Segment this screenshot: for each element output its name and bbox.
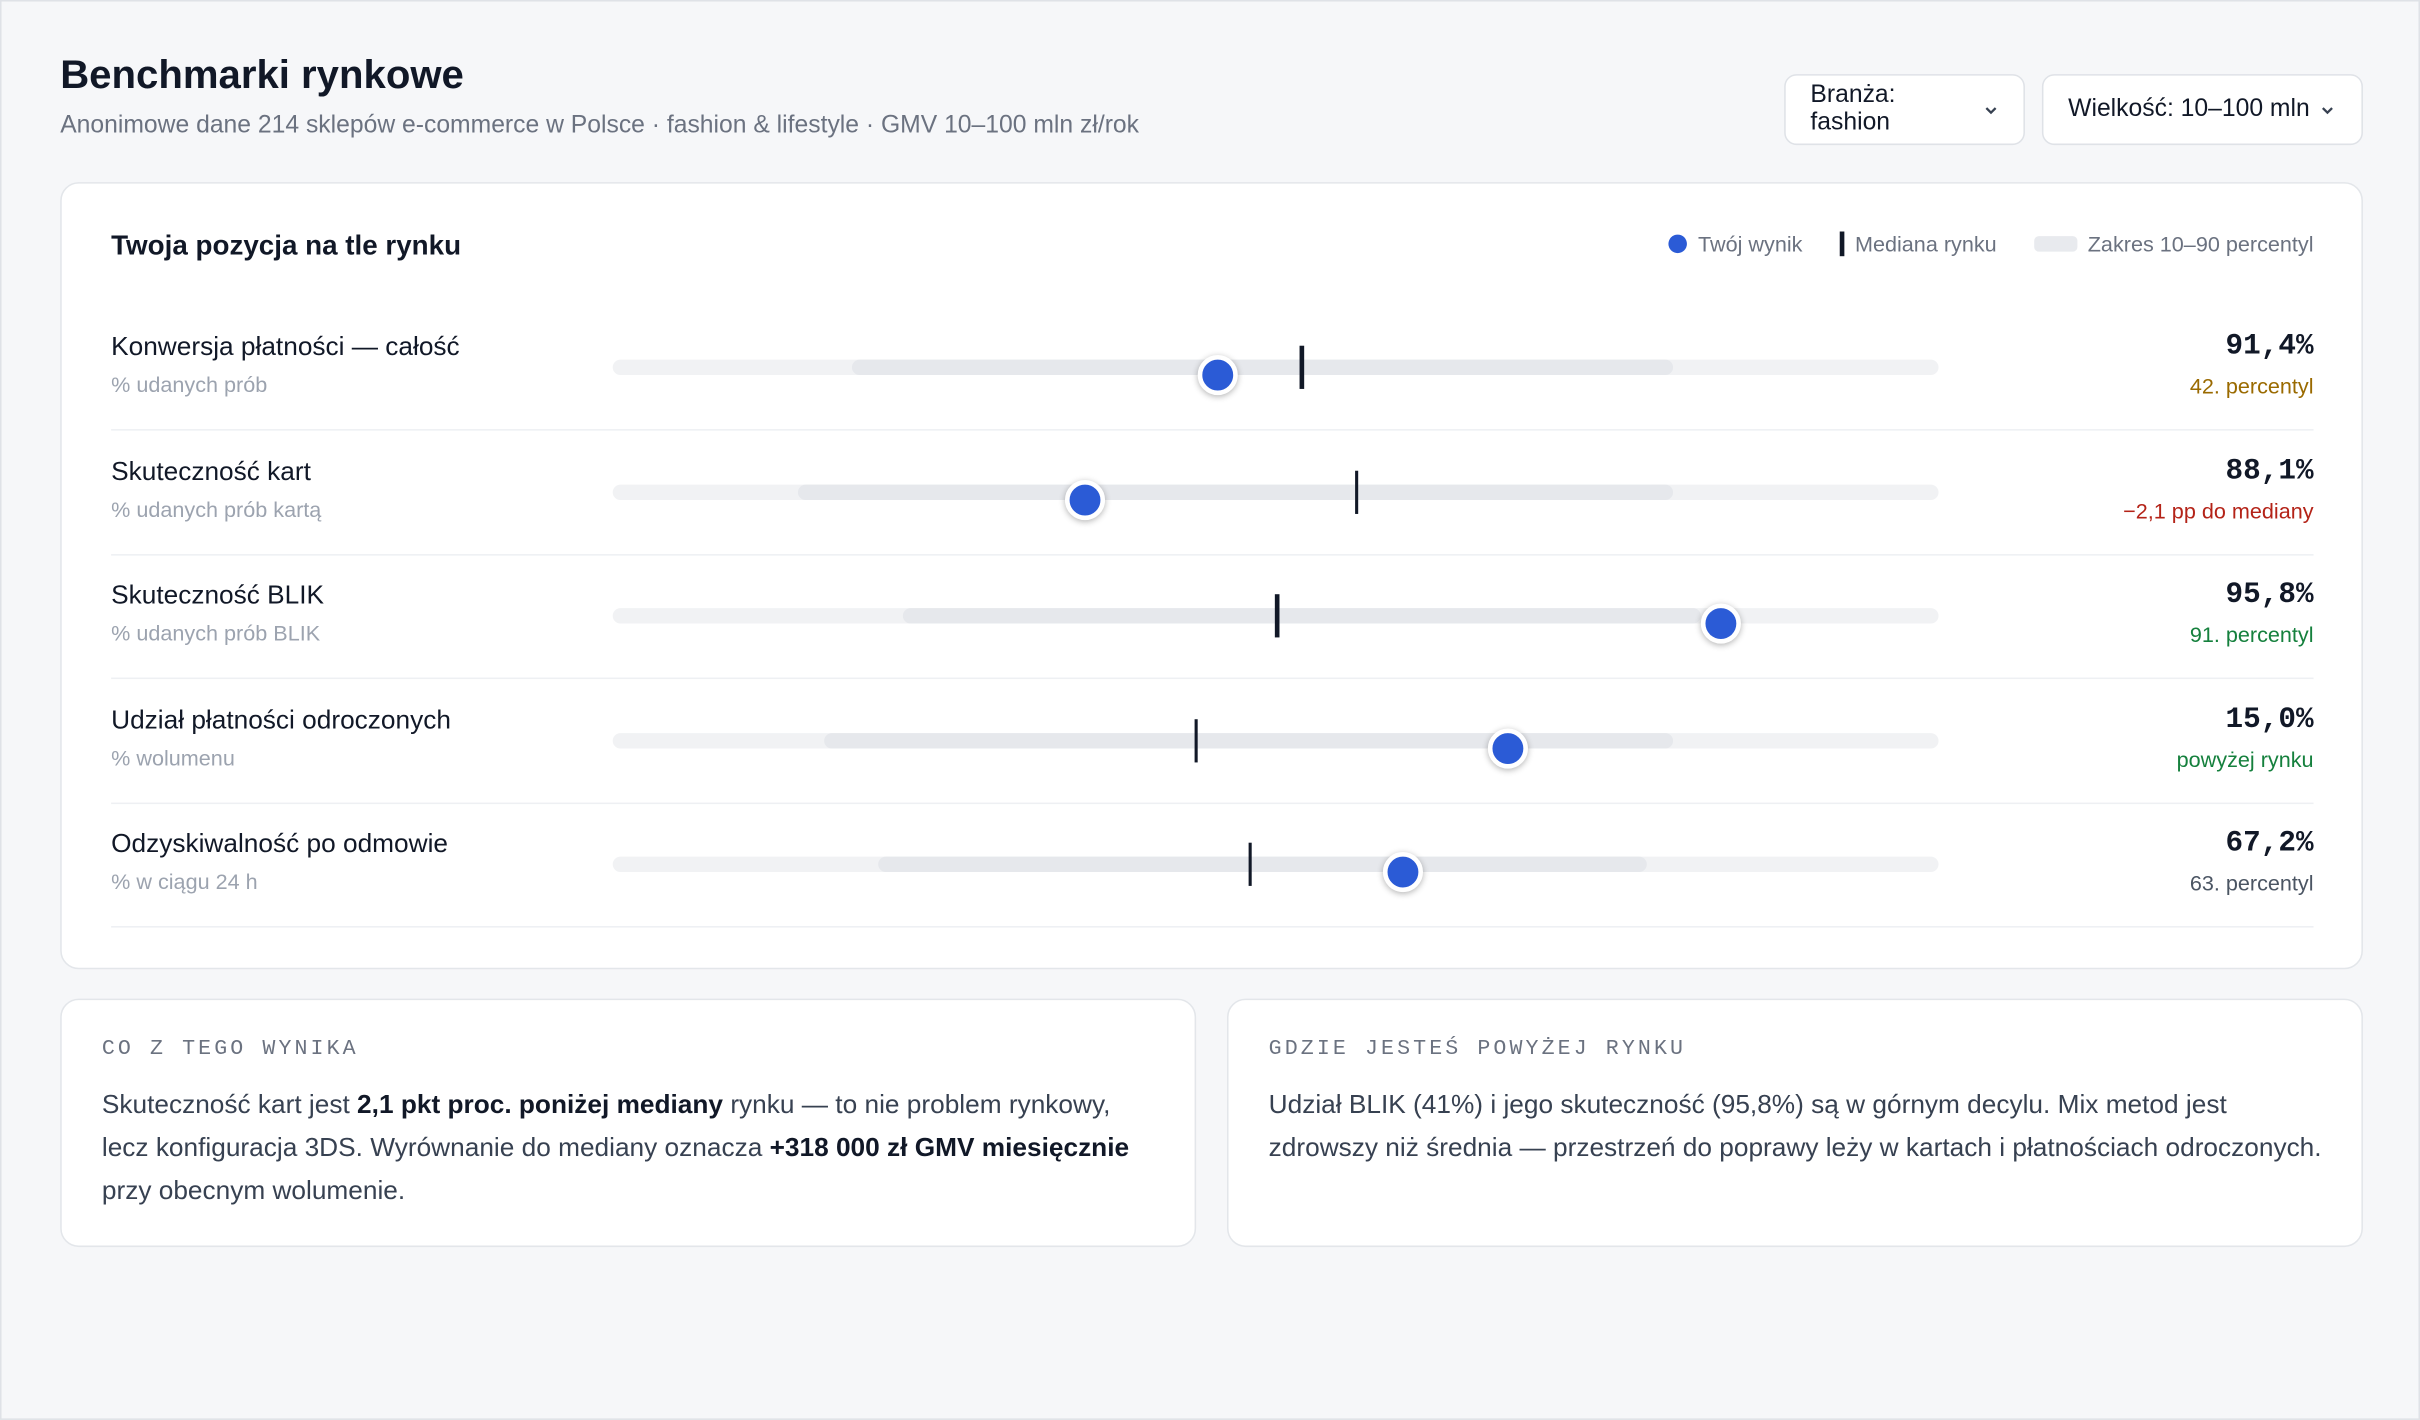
- metric-note: −2,1 pp do mediany: [2123, 497, 2314, 523]
- metric-note: powyżej rynku: [2176, 746, 2314, 771]
- insight-heading: CO Z TEGO WYNIKA: [101, 1037, 359, 1062]
- page-title: Benchmarki rynkowe: [60, 50, 464, 98]
- legend-swatch: [1668, 234, 1688, 254]
- metric-value: 67,2%: [2225, 825, 2314, 860]
- metric-name: Konwersja płatności — całość: [111, 331, 460, 362]
- score-dot: [1197, 354, 1238, 396]
- metric-unit: % udanych prób BLIK: [111, 620, 321, 646]
- insight-card: CO Z TEGO WYNIKA Skuteczność kart jest 2,…: [60, 998, 1197, 1248]
- metric-note: 63. percentyl: [2189, 870, 2314, 896]
- insight-text: Skuteczność kart jest 2,1 pkt proc. poni…: [102, 1083, 1158, 1213]
- score-dot: [1700, 603, 1742, 644]
- insight-card: GDZIE JESTEŚ POWYŻEJ RYNKU Udział BLIK (4…: [1227, 998, 2363, 1248]
- metric-unit: % udanych prób kartą: [111, 496, 322, 521]
- median-line: [1274, 594, 1279, 638]
- metric-unit: % wolumenu: [111, 744, 235, 770]
- metric-value: 88,1%: [2225, 452, 2314, 487]
- metric-name: Skuteczność kart: [111, 456, 311, 486]
- metric-note: 42. percentyl: [2189, 373, 2314, 399]
- benchmark-row: [111, 306, 2314, 431]
- filter-industry[interactable]: Branża: fashion: [1784, 74, 2025, 146]
- legend-item: Twój wynik: [1668, 231, 1803, 257]
- metric-value: 91,4%: [2225, 328, 2314, 363]
- legend-item: Zakres 10–90 percentyl: [2033, 231, 2314, 257]
- metric-unit: % udanych prób: [111, 371, 268, 397]
- benchmark-row: [111, 678, 2314, 804]
- text: Udział BLIK (41%) i jego skuteczność (95…: [1268, 1089, 2322, 1163]
- range-bar: [798, 483, 1674, 500]
- legend-label: Mediana rynku: [1854, 231, 1997, 257]
- median-line: [1194, 718, 1198, 762]
- range-bar: [877, 856, 1647, 873]
- median-line: [1354, 469, 1359, 514]
- legend-label: Twój wynik: [1698, 231, 1803, 257]
- page-subtitle: Anonimowe dane 214 sklepów e-commerce w …: [60, 112, 1140, 139]
- emphasis: +318 000 zł GMV miesięcznie: [769, 1132, 1130, 1163]
- insight-heading: GDZIE JESTEŚ POWYŻEJ RYNKU: [1268, 1037, 1687, 1062]
- metric-value: 15,0%: [2225, 701, 2314, 736]
- text: przy obecnym wolumenie.: [101, 1176, 406, 1206]
- benchmark-card: Twoja pozycja na tle rynku Twój wynik Me…: [60, 182, 2363, 970]
- score-dot: [1064, 479, 1105, 520]
- score-dot: [1382, 851, 1423, 893]
- range-bar: [851, 359, 1674, 376]
- benchmark-row: [111, 554, 2314, 680]
- filter-label: Branża: fashion: [1810, 81, 1896, 136]
- filter-label: Wielkość: 10–100 mln: [2068, 95, 2310, 122]
- card-title: Twoja pozycja na tle rynku: [111, 229, 462, 261]
- range-bar: [823, 732, 1674, 748]
- range-bar: [903, 608, 1702, 624]
- metric-unit: % w ciągu 24 h: [111, 868, 258, 894]
- median-line: [1248, 842, 1253, 886]
- text: Skuteczność kart jest: [101, 1089, 358, 1119]
- metric-value: 95,8%: [2225, 577, 2314, 612]
- benchmark-row: [111, 803, 2314, 928]
- benchmark-row: [111, 430, 2314, 555]
- score-dot: [1487, 727, 1528, 768]
- filter-size[interactable]: Wielkość: 10–100 mln: [2041, 74, 2363, 146]
- legend: Twój wynik Mediana rynku Zakres 10–90 pe…: [1668, 231, 2314, 257]
- chevron: [2321, 107, 2333, 115]
- metric-name: Skuteczność BLIK: [111, 580, 325, 610]
- metric-name: Odzyskiwalność po odmowie: [111, 828, 448, 859]
- metric-note: 91. percentyl: [2189, 621, 2314, 647]
- chevron: [1986, 107, 1998, 115]
- emphasis: 2,1 pkt proc. poniżej mediany: [357, 1089, 724, 1119]
- legend-label: Zakres 10–90 percentyl: [2087, 231, 2314, 257]
- median-line: [1300, 345, 1305, 389]
- legend-swatch: [1839, 231, 1845, 257]
- legend-swatch: [2033, 236, 2077, 252]
- text: rynku — to nie problem rynkowy, lecz kon…: [101, 1089, 1111, 1163]
- legend-item: Mediana rynku: [1839, 231, 1997, 257]
- metric-name: Udział płatności odroczonych: [111, 704, 451, 734]
- insight-text: Udział BLIK (41%) i jego skuteczność (95…: [1269, 1083, 2325, 1169]
